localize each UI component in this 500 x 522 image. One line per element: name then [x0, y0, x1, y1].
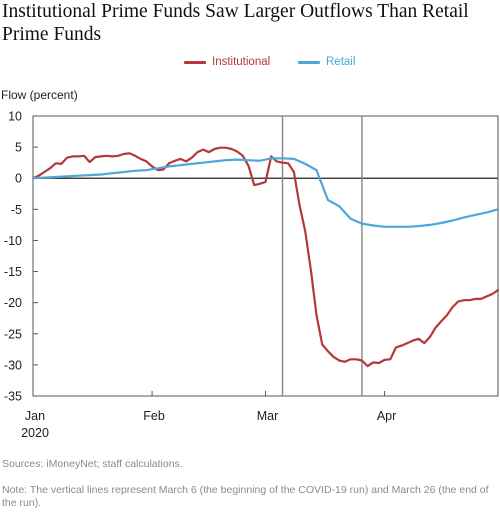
y-tick-label: -20 [4, 296, 22, 310]
x-tick-label: Jan [25, 409, 45, 423]
y-tick-label: -30 [4, 358, 22, 372]
y-tick-label: -10 [4, 234, 22, 248]
legend-item-institutional: Institutional [184, 56, 270, 68]
chart-title: Institutional Prime Funds Saw Larger Out… [2, 1, 469, 45]
legend-item-retail: Retail [298, 56, 355, 68]
plot-frame [32, 115, 499, 397]
y-tick-label: 10 [8, 110, 22, 124]
y-tick-label: -15 [4, 265, 22, 279]
x-tick-sublabel: 2020 [21, 426, 49, 440]
x-tick-label: Mar [257, 409, 279, 423]
y-tick-label: -35 [4, 390, 22, 404]
series-line-institutional [31, 146, 500, 368]
x-tick-label: Feb [143, 409, 165, 423]
y-tick-label: 0 [15, 172, 22, 186]
series-line-retail [31, 157, 500, 228]
legend-label-institutional: Institutional [212, 56, 271, 68]
legend-label-retail: Retail [326, 56, 356, 68]
source-note: Sources: iMoneyNet; staff calculations. [2, 458, 183, 470]
footnote: Note: The vertical lines represent March… [2, 484, 489, 509]
y-axis-label: Flow (percent) [1, 88, 78, 102]
legend-swatch-institutional [184, 60, 206, 64]
y-tick-label: -25 [4, 327, 22, 341]
x-tick-label: Apr [377, 409, 396, 423]
y-tick-label: -5 [11, 203, 22, 217]
legend: Institutional Retail [0, 56, 500, 72]
y-tick-label: 5 [15, 141, 22, 155]
legend-swatch-retail [298, 60, 320, 64]
